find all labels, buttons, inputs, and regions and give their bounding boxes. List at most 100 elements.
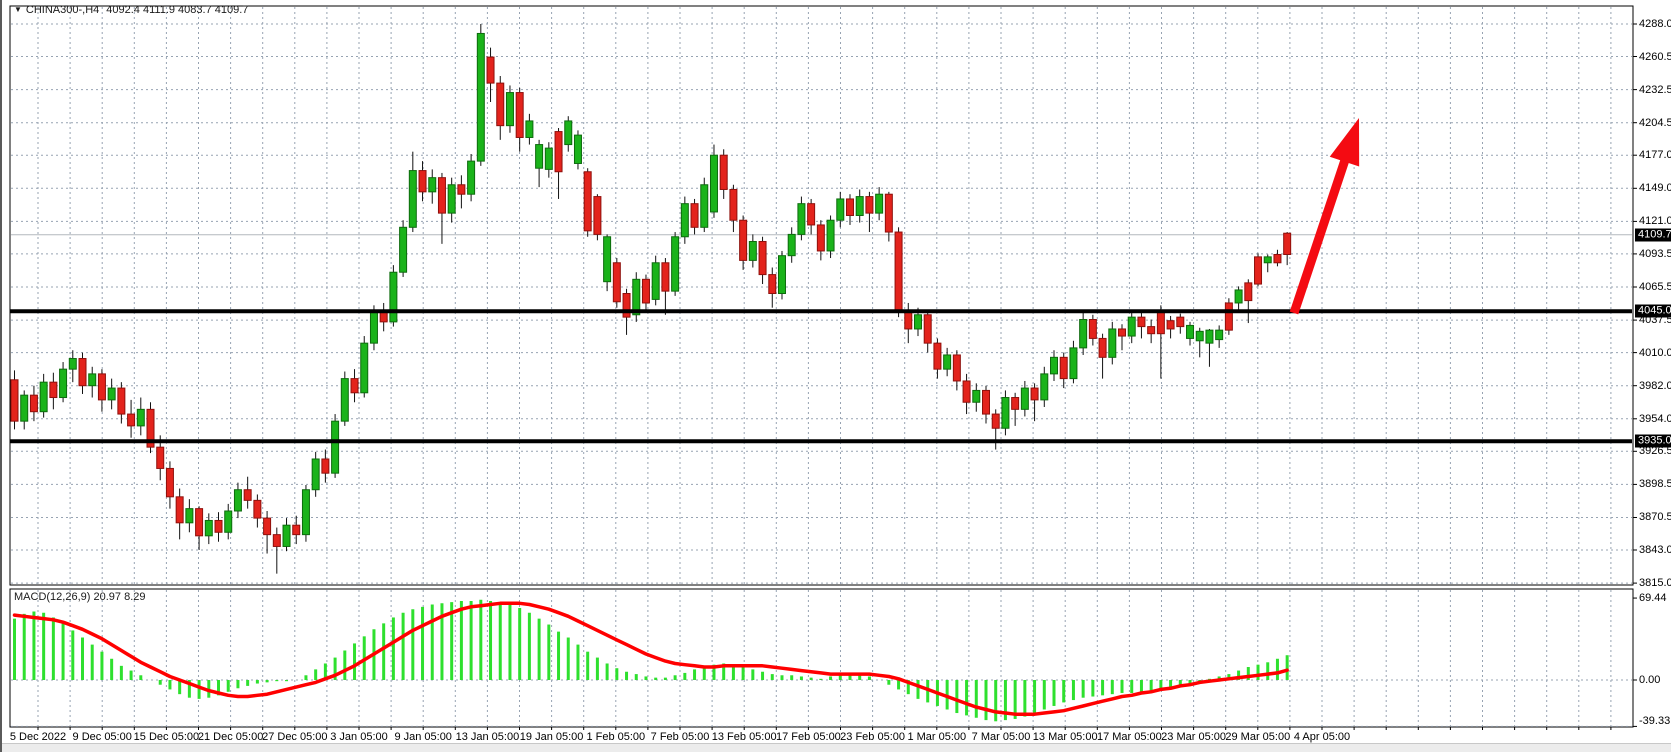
date-tick-label: 1 Feb 05:00 — [586, 731, 646, 743]
candle-body — [457, 184, 466, 195]
candle-body — [923, 314, 932, 344]
candle-body — [263, 517, 272, 536]
price-tick-label: 3926.5 — [1639, 445, 1671, 458]
macd-tick-label: 0.00 — [1639, 674, 1661, 686]
candle-body — [972, 389, 981, 403]
symbol-dropdown-icon[interactable]: ▼ — [14, 5, 22, 14]
candle-body — [845, 198, 854, 216]
trend-arrow[interactable] — [1289, 118, 1360, 315]
price-tick-label: 4288.0 — [1639, 18, 1671, 30]
candle-body — [156, 446, 165, 469]
macd-tick-label: -39.33 — [1639, 715, 1671, 727]
date-tick-label: 17 Mar 05:00 — [1096, 731, 1162, 743]
candle-body — [282, 524, 291, 547]
candle-body — [583, 171, 592, 232]
candle-body — [1108, 328, 1117, 358]
date-tick-label: 15 Dec 05:00 — [133, 731, 200, 743]
candle-body — [253, 499, 262, 519]
candle-body — [641, 278, 650, 304]
macd-signal-line — [12, 601, 1289, 716]
price-tick-label: 4232.5 — [1639, 83, 1671, 96]
candle-body — [418, 170, 427, 193]
candle-body — [884, 193, 893, 233]
price-tick-label: 4260.5 — [1639, 50, 1671, 63]
candle-body — [894, 231, 903, 311]
candle-body — [515, 92, 524, 138]
candle-body — [195, 508, 204, 537]
date-tick-label: 4 Apr 05:00 — [1293, 731, 1351, 743]
ohlc-values: 4092.4 4111.9 4083.7 4109.7 — [106, 4, 249, 16]
candle-body — [107, 387, 116, 401]
candle-body — [476, 32, 485, 162]
date-tick-label: 17 Feb 05:00 — [775, 731, 841, 743]
candle-body — [943, 354, 952, 370]
date-tick-label: 9 Dec 05:00 — [72, 731, 132, 743]
date-tick-label: 13 Mar 05:00 — [1032, 731, 1098, 743]
candle-body — [175, 496, 184, 524]
candle-body — [661, 262, 670, 292]
candle-body — [301, 489, 310, 536]
candle-body — [1147, 326, 1156, 335]
candle-body — [777, 255, 786, 295]
candle-body — [389, 271, 398, 323]
candle-body — [1020, 387, 1029, 410]
candle-body — [787, 233, 796, 257]
candle-body — [224, 510, 233, 533]
candle-body — [700, 184, 709, 228]
candle-body — [136, 408, 145, 427]
candle-body — [1263, 256, 1272, 264]
candle-body — [1050, 356, 1059, 375]
candle-body — [933, 342, 942, 370]
candle-body — [1215, 329, 1224, 341]
candle-body — [428, 177, 437, 193]
date-tick-label: 29 Mar 05:00 — [1225, 731, 1291, 743]
candle-body — [1127, 316, 1136, 337]
candle-body — [146, 408, 155, 448]
price-tick-label: 3982.0 — [1639, 379, 1671, 392]
candle-body — [1059, 356, 1068, 380]
candle-body — [573, 134, 582, 164]
candle-body — [865, 196, 874, 214]
candle-body — [797, 203, 806, 235]
macd-name: MACD(12,26,9) — [14, 591, 91, 603]
date-tick-label: 1 Mar 05:00 — [907, 731, 967, 743]
resistance-price-tag: 4045.0 — [1635, 304, 1671, 318]
date-tick-label: 3 Jan 05:00 — [330, 731, 388, 743]
candle-body — [535, 144, 544, 169]
candle-body — [632, 278, 641, 316]
candle-body — [496, 82, 505, 127]
candle-body — [204, 519, 213, 537]
candle-body — [97, 373, 106, 401]
candle-body — [826, 219, 835, 252]
candle-body — [68, 358, 77, 370]
candle-body — [505, 92, 514, 127]
price-tick-label: 4010.0 — [1639, 346, 1671, 359]
candle-body — [544, 147, 553, 170]
candle-body — [408, 170, 417, 228]
candle-body — [486, 56, 495, 84]
candle-body — [185, 508, 194, 524]
candle-body — [1166, 320, 1175, 330]
macd-indicator-label: MACD(12,26,9) 20.97 8.29 — [14, 591, 146, 603]
candle-body — [875, 193, 884, 214]
candle-body — [1069, 347, 1078, 380]
candle-body — [1224, 302, 1233, 331]
price-tick-label: 4204.5 — [1639, 116, 1671, 129]
candle-body — [758, 240, 767, 276]
candle-body — [680, 203, 689, 238]
candle-body — [1176, 316, 1185, 328]
candle-body — [671, 236, 680, 292]
trend-arrow-head — [1329, 118, 1360, 167]
candle-body — [991, 413, 1000, 429]
candle-body — [233, 489, 242, 512]
price-tick-label: 4037.5 — [1639, 314, 1671, 327]
candle-body — [1254, 256, 1263, 285]
candle-body — [29, 394, 38, 413]
candle-body — [1195, 330, 1204, 342]
macd-panel-border — [9, 588, 1634, 728]
candle-body — [165, 467, 174, 498]
date-tick-label: 23 Mar 05:00 — [1161, 731, 1227, 743]
candle-body — [1283, 232, 1292, 255]
